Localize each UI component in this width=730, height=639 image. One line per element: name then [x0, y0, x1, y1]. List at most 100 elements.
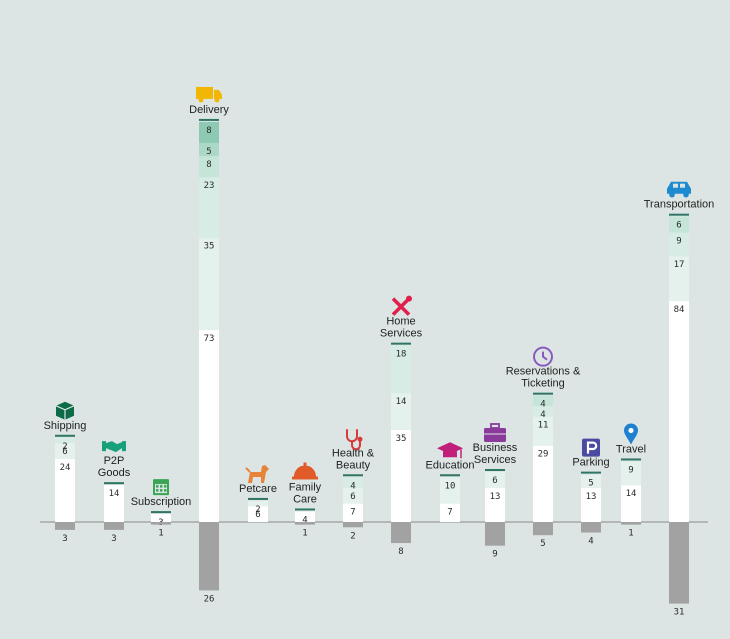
bar-segment	[440, 477, 460, 504]
bar-segment	[295, 511, 315, 522]
bar-segment	[391, 345, 411, 394]
bar-segment	[104, 485, 124, 522]
segment-value-label: 35	[396, 434, 407, 444]
bar-cap	[391, 342, 411, 345]
bar-segment	[199, 329, 219, 522]
segment-value-label: 29	[538, 450, 549, 460]
bar-segment	[199, 142, 219, 157]
segment-value-label: 24	[60, 463, 71, 473]
category-label: Petcare	[239, 483, 277, 495]
negative-bar	[485, 522, 505, 546]
segment-value-label: 4	[540, 410, 545, 420]
segment-value-label: 8	[206, 160, 211, 170]
car-icon	[667, 181, 691, 198]
bar-segment	[55, 458, 75, 522]
segment-value-label: 9	[628, 465, 633, 475]
negative-value-label: 1	[628, 529, 633, 539]
negative-bar	[55, 522, 75, 530]
bar-segment	[199, 237, 219, 330]
segment-value-label: 14	[396, 397, 407, 407]
category-label: Parking	[572, 457, 609, 469]
map-pin-icon	[624, 423, 638, 445]
bar-cap	[485, 468, 505, 471]
category-label: Reservations &	[506, 366, 581, 378]
negative-bar	[621, 522, 641, 525]
segment-value-label: 35	[204, 242, 215, 252]
bar-segment	[669, 300, 689, 522]
segment-value-label: 4	[302, 515, 307, 525]
negative-value-label: 9	[492, 550, 497, 560]
bar-cap	[199, 118, 219, 121]
segment-value-label: 18	[396, 350, 407, 360]
category-label: P2P	[104, 455, 125, 467]
negative-value-label: 8	[398, 547, 403, 557]
bar-segment	[621, 485, 641, 522]
segment-value-label: 17	[674, 260, 685, 270]
calendar-icon	[153, 479, 169, 496]
segment-value-label: 73	[204, 334, 215, 344]
bar-segment	[343, 503, 363, 522]
category-label: Services	[380, 328, 423, 340]
negative-value-label: 5	[540, 539, 545, 549]
bar-segment	[248, 506, 268, 522]
negative-bar	[533, 522, 553, 536]
category-label: Care	[293, 493, 317, 505]
category-label: Goods	[98, 467, 131, 479]
bar-segment	[391, 393, 411, 430]
bar-segment	[391, 429, 411, 522]
bar-segment	[533, 406, 553, 417]
segment-value-label: 4	[350, 481, 355, 491]
bar-segment	[55, 443, 75, 459]
negative-bar	[581, 522, 601, 533]
bar-segment	[55, 437, 75, 444]
segment-value-label: 2	[62, 442, 67, 452]
negative-value-label: 2	[350, 531, 355, 541]
segment-value-label: 4	[540, 400, 545, 410]
bar-cap	[669, 213, 689, 216]
segment-value-label: 6	[255, 510, 260, 520]
briefcase-icon	[484, 423, 506, 442]
bar-segment	[248, 500, 268, 507]
bar-segment	[533, 395, 553, 407]
segment-value-label: 14	[109, 489, 120, 499]
bar-segment	[485, 487, 505, 522]
bar-segment	[669, 216, 689, 233]
category-label: Family	[289, 481, 322, 493]
segment-value-label: 6	[62, 447, 67, 457]
negative-value-label: 3	[62, 534, 67, 544]
category-label: Health &	[332, 447, 375, 459]
dog-icon	[245, 464, 269, 483]
negative-value-label: 3	[111, 534, 116, 544]
negative-value-label: 31	[674, 608, 685, 618]
segment-value-label: 23	[204, 181, 215, 191]
bar-segment	[343, 487, 363, 504]
segment-value-label: 6	[676, 221, 681, 231]
bar-segment	[533, 416, 553, 446]
bar-cap	[55, 434, 75, 437]
negative-bar	[199, 522, 219, 591]
negative-bar	[391, 522, 411, 544]
bar-cap	[533, 392, 553, 395]
segment-value-label: 5	[206, 147, 211, 157]
package-icon	[55, 401, 75, 420]
category-label: Business	[473, 442, 518, 454]
parking-sign-icon	[582, 438, 600, 457]
segment-value-label: 13	[586, 492, 597, 502]
tools-icon	[391, 295, 412, 316]
segment-value-label: 7	[447, 508, 452, 518]
category-label: Subscription	[131, 496, 192, 508]
category-label: Travel	[616, 443, 646, 455]
bar-cap	[440, 474, 460, 477]
category-label: Education	[426, 459, 475, 471]
negative-value-label: 26	[204, 594, 215, 604]
segment-value-label: 7	[350, 508, 355, 518]
negative-bar	[669, 522, 689, 604]
bar-cap	[343, 474, 363, 477]
negative-bar	[151, 522, 171, 525]
bar-cap	[151, 511, 171, 514]
segment-value-label: 2	[255, 505, 260, 515]
negative-value-label: 1	[158, 529, 163, 539]
negative-bar	[104, 522, 124, 530]
bar-cap	[295, 508, 315, 511]
